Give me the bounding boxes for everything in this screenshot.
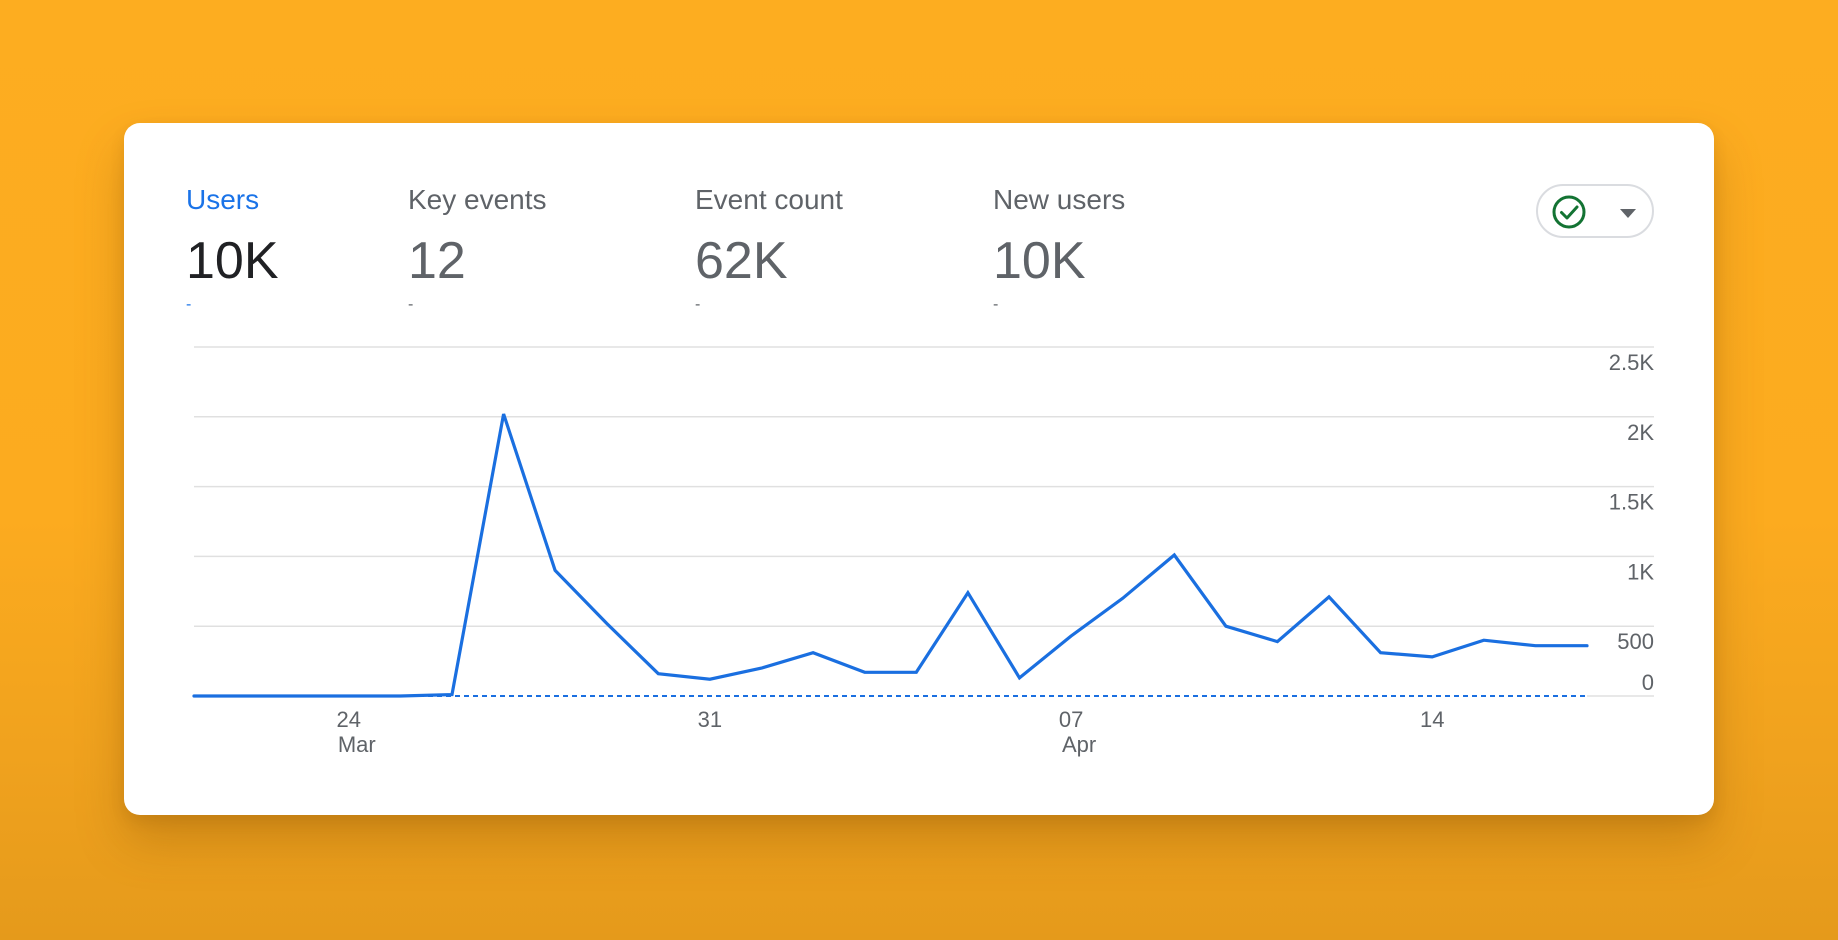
- x-tick-label: 07: [1059, 707, 1083, 732]
- metric-value: 12: [408, 232, 466, 290]
- status-dropdown-button[interactable]: [1536, 184, 1654, 238]
- metric-value: 62K: [695, 232, 788, 290]
- metric-label: Key events: [408, 184, 547, 215]
- y-tick-label: 1.5K: [1609, 490, 1655, 515]
- metric-delta: -: [186, 296, 192, 313]
- metric-tab-new-users[interactable]: New users 10K -: [993, 183, 1125, 315]
- metric-label: New users: [993, 184, 1126, 215]
- y-tick-label: 1K: [1627, 559, 1654, 584]
- analytics-card: Users 10K - Key events 12 - Event count …: [124, 123, 1714, 815]
- x-tick-label: 31: [698, 707, 722, 732]
- metric-delta: -: [408, 296, 414, 313]
- y-tick-label: 0: [1642, 670, 1654, 695]
- metric-value: 10K: [186, 232, 279, 290]
- check-circle-icon: [1552, 195, 1586, 234]
- y-tick-label: 500: [1617, 629, 1654, 654]
- metric-value: 10K: [993, 232, 1086, 290]
- series-line-users: [192, 413, 1589, 698]
- y-tick-label: 2.5K: [1609, 350, 1655, 375]
- metric-label: Users: [186, 184, 260, 215]
- metric-delta: -: [993, 296, 999, 313]
- x-tick-label: 14: [1420, 707, 1444, 732]
- x-tick-month-label: Apr: [1062, 732, 1096, 757]
- x-tick-month-label: Mar: [338, 732, 376, 757]
- metric-tab-event-count[interactable]: Event count 62K -: [695, 183, 843, 315]
- caret-down-icon: [1618, 207, 1638, 225]
- metric-tab-users[interactable]: Users 10K -: [186, 183, 279, 315]
- y-tick-label: 2K: [1627, 420, 1654, 445]
- metric-delta: -: [695, 296, 701, 313]
- x-tick-label: 24: [337, 707, 361, 732]
- metric-tab-key-events[interactable]: Key events 12 -: [408, 183, 547, 315]
- metric-label: Event count: [695, 184, 843, 215]
